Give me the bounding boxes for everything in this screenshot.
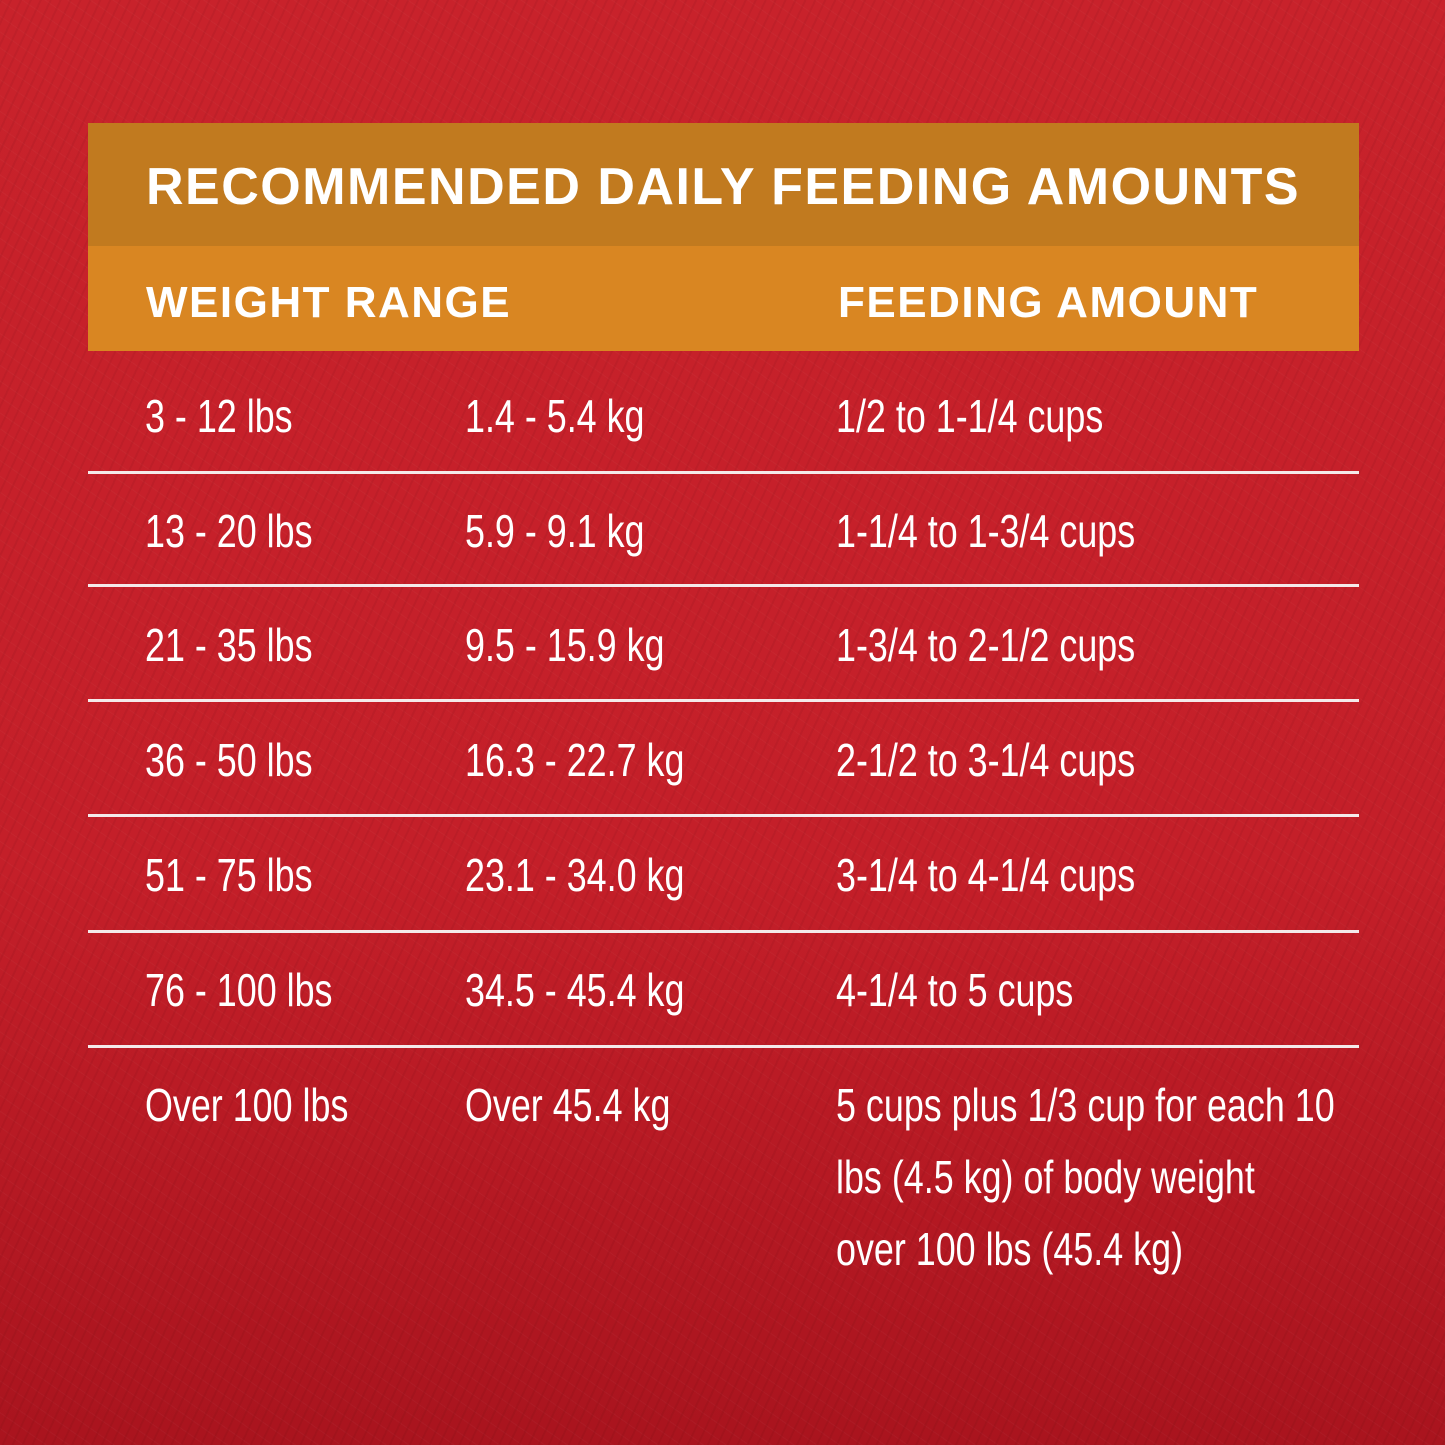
title-band: RECOMMENDED DAILY FEEDING AMOUNTS	[88, 123, 1359, 246]
weight-lbs: 36 - 50 lbs	[145, 734, 313, 786]
weight-kg: 9.5 - 15.9 kg	[465, 619, 665, 671]
feeding-amount: 2-1/2 to 3-1/4 cups	[836, 734, 1136, 786]
weight-lbs: 51 - 75 lbs	[145, 849, 313, 901]
feeding-amount: 1-1/4 to 1-3/4 cups	[836, 505, 1136, 557]
weight-kg: Over 45.4 kg	[465, 1079, 671, 1131]
header-feeding-amount: FEEDING AMOUNT	[838, 278, 1259, 327]
feeding-amount: 4-1/4 to 5 cups	[836, 964, 1074, 1016]
row-divider	[88, 1045, 1359, 1048]
row-divider	[88, 699, 1359, 702]
weight-lbs: 3 - 12 lbs	[145, 390, 293, 442]
weight-kg: 1.4 - 5.4 kg	[465, 390, 645, 442]
feeding-amount-line: 5 cups plus 1/3 cup for each 10	[836, 1079, 1335, 1131]
weight-kg: 5.9 - 9.1 kg	[465, 505, 645, 557]
header-weight-range: WEIGHT RANGE	[146, 278, 512, 327]
row-divider	[88, 584, 1359, 587]
weight-kg: 23.1 - 34.0 kg	[465, 849, 685, 901]
feeding-amount-line: over 100 lbs (45.4 kg)	[836, 1223, 1184, 1275]
row-divider	[88, 471, 1359, 474]
weight-lbs: 21 - 35 lbs	[145, 619, 313, 671]
table-header: WEIGHT RANGE FEEDING AMOUNT	[88, 246, 1359, 351]
weight-kg: 16.3 - 22.7 kg	[465, 734, 685, 786]
weight-lbs: 13 - 20 lbs	[145, 505, 313, 557]
page-title: RECOMMENDED DAILY FEEDING AMOUNTS	[146, 158, 1301, 216]
weight-lbs: Over 100 lbs	[145, 1079, 349, 1131]
feeding-amount: 3-1/4 to 4-1/4 cups	[836, 849, 1136, 901]
weight-kg: 34.5 - 45.4 kg	[465, 964, 685, 1016]
feeding-amount: 1-3/4 to 2-1/2 cups	[836, 619, 1136, 671]
row-divider	[88, 814, 1359, 817]
feeding-amount-line: lbs (4.5 kg) of body weight	[836, 1151, 1255, 1203]
row-divider	[88, 930, 1359, 933]
weight-lbs: 76 - 100 lbs	[145, 964, 333, 1016]
feeding-amount: 1/2 to 1-1/4 cups	[836, 390, 1104, 442]
